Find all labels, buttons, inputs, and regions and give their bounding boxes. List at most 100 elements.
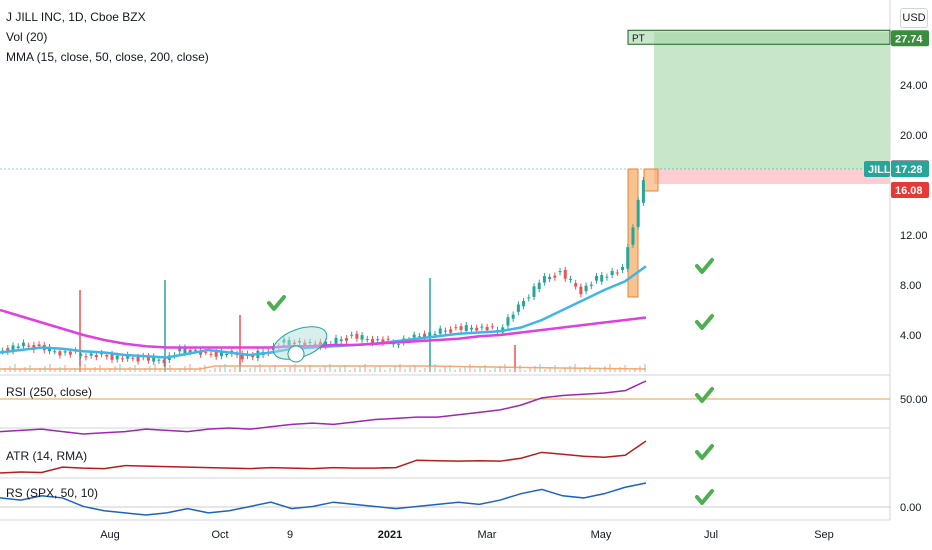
candle-body: [584, 285, 588, 292]
candle-body: [475, 327, 479, 331]
candle-body: [548, 276, 552, 280]
check-icon: [695, 314, 714, 330]
candle-body: [443, 330, 447, 332]
time-tick-label: Oct: [211, 529, 228, 541]
target-price-tag-text: 27.74: [895, 33, 923, 45]
candle-body: [178, 347, 182, 352]
candle-body: [84, 356, 88, 358]
candle-body: [355, 333, 359, 339]
stop-zone: [654, 169, 890, 184]
candle-body: [568, 278, 572, 280]
candle-body: [615, 272, 619, 274]
atr-line: [0, 440, 647, 474]
candle-body: [334, 337, 338, 344]
ma200-line: [0, 308, 647, 349]
stop-price-tag-bg: [891, 182, 929, 198]
candle-body: [131, 357, 135, 359]
rsi-legend[interactable]: RSI (250, close): [6, 385, 93, 399]
candle-body: [423, 333, 427, 338]
candle-body: [469, 327, 473, 330]
candle-body: [110, 354, 114, 360]
candle-body: [438, 328, 442, 334]
candle-body: [537, 282, 541, 290]
candle-body: [105, 355, 109, 357]
candle-body: [589, 284, 593, 286]
candle-body: [115, 355, 119, 360]
check-icon: [695, 489, 714, 505]
candle-body: [89, 353, 93, 356]
candle-body: [162, 359, 166, 363]
check-icon: [695, 444, 714, 460]
candle-body: [621, 267, 625, 270]
candle-body: [636, 200, 640, 227]
check-icon: [695, 258, 714, 274]
candle-body: [511, 314, 515, 319]
candle-body: [79, 353, 83, 356]
candle-body: [11, 345, 15, 352]
check-icon: [267, 295, 286, 311]
candle-body: [610, 271, 614, 275]
candle-body: [626, 247, 630, 269]
candle-body: [631, 227, 635, 245]
dividend-marker: [287, 345, 305, 363]
candle-body: [193, 349, 197, 351]
moving-averages: [0, 265, 647, 359]
candle-body: [506, 317, 510, 326]
candle-body: [600, 275, 604, 282]
stop-price-tag-text: 16.08: [895, 185, 923, 197]
time-tick-label: Jul: [704, 529, 718, 541]
last-price-tag-bg: [891, 161, 929, 177]
rsi-level-label: 50.00: [900, 394, 928, 406]
candle-body: [397, 344, 401, 346]
time-axis[interactable]: Aug Oct 9 2021 Mar May Jul Sep: [100, 529, 834, 541]
time-tick-label: 9: [287, 529, 293, 541]
annotations: [272, 326, 328, 363]
candle-body: [417, 336, 421, 338]
target-box: [627, 29, 891, 45]
price-tick-label: 12.00: [900, 230, 928, 242]
last-price-tag-text: 17.28: [895, 164, 923, 176]
mma-legend[interactable]: MMA (15, close, 50, close, 200, close): [6, 50, 209, 64]
candle-body: [204, 351, 208, 353]
candle-body: [370, 339, 374, 343]
candle-body: [480, 326, 484, 328]
chart-title[interactable]: J JILL INC, 1D, Cboe BZX: [6, 10, 146, 24]
candle-body: [574, 283, 578, 287]
time-tick-label: 2021: [378, 529, 402, 541]
candle-body: [324, 341, 328, 347]
candle-body: [188, 350, 192, 353]
candle-body: [350, 334, 354, 336]
candle-body: [214, 351, 218, 357]
candle-body: [53, 351, 57, 353]
target-price-tag-bg: [891, 30, 929, 47]
rs-legend[interactable]: RS (SPX, 50, 10): [6, 486, 99, 500]
time-tick-label: May: [591, 529, 612, 541]
volume-legend[interactable]: Vol (20): [6, 30, 48, 44]
rs-line: [0, 482, 647, 516]
candle-body: [120, 358, 124, 360]
time-tick-label: Aug: [100, 529, 120, 541]
candle-body: [376, 339, 380, 341]
candle-body: [532, 286, 536, 297]
volume-ma-line: [0, 365, 647, 370]
volume-bars: [0, 278, 647, 372]
candle-body: [641, 180, 645, 203]
indicator-lines: [0, 380, 890, 516]
price-tick-label: 4.00: [900, 330, 921, 342]
candle-body: [454, 327, 458, 329]
candle-body: [68, 351, 72, 355]
price-tick-label: 24.00: [900, 80, 928, 92]
candle-body: [183, 347, 187, 354]
candle-body: [21, 342, 25, 347]
candle-body: [563, 270, 567, 279]
currency-button[interactable]: USD: [900, 8, 928, 28]
atr-legend[interactable]: ATR (14, RMA): [6, 449, 88, 463]
candle-body: [428, 332, 432, 338]
candle-body: [251, 355, 255, 358]
long-position-tool[interactable]: PT: [0, 29, 891, 298]
time-tick-label: Sep: [814, 529, 834, 541]
price-axis[interactable]: 24.00 20.00 12.00 8.00 4.00 50.00 0.00: [900, 80, 928, 514]
candle-body: [522, 300, 526, 307]
candle-body: [605, 276, 609, 278]
